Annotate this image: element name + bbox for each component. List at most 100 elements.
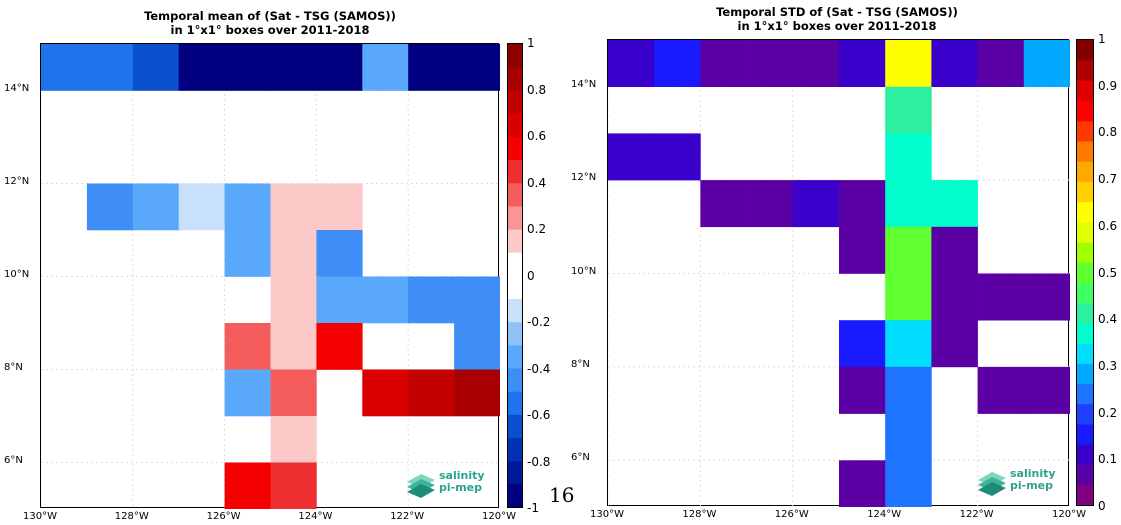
colorbar-swatch bbox=[508, 483, 522, 508]
heatmap-cell bbox=[839, 226, 886, 274]
colorbar-tick-label: 0.7 bbox=[1098, 172, 1118, 187]
heatmap-cell bbox=[885, 460, 932, 507]
heatmap-cell bbox=[654, 40, 701, 87]
colorbar-swatch bbox=[1077, 161, 1093, 182]
heatmap-cell bbox=[700, 180, 747, 228]
colorbar-swatch bbox=[1077, 302, 1093, 324]
colorbar-swatch bbox=[508, 344, 522, 369]
heatmap-cell bbox=[408, 276, 455, 324]
heatmap-cell bbox=[839, 180, 886, 228]
colorbar-swatch bbox=[508, 368, 522, 392]
colorbar-tick-label: 0 bbox=[1098, 499, 1106, 513]
heatmap-cell bbox=[885, 273, 932, 321]
heatmap-cell bbox=[316, 230, 363, 277]
colorbar-swatch bbox=[1077, 424, 1093, 445]
y-tick-label: 6°N bbox=[4, 454, 23, 466]
colorbar-tick-label: -0.2 bbox=[527, 315, 551, 329]
heatmap-cell bbox=[885, 133, 932, 181]
heatmap-cell bbox=[408, 369, 455, 417]
colorbar-swatch bbox=[1077, 464, 1093, 486]
heatmap-cell bbox=[86, 44, 134, 91]
colorbar-tick-label: 0.4 bbox=[1098, 312, 1118, 327]
x-tick-label: 120°W bbox=[1052, 509, 1086, 520]
heatmap-cell bbox=[885, 366, 932, 414]
heatmap-cell bbox=[746, 40, 794, 87]
colorbar-swatch bbox=[508, 182, 522, 207]
colorbar-tick-label: 0.5 bbox=[1098, 265, 1118, 280]
heatmap-cell bbox=[224, 44, 271, 91]
page-number: 16 bbox=[549, 483, 575, 507]
colorbar-swatch bbox=[1077, 141, 1093, 162]
x-tick-label: 124°W bbox=[867, 509, 902, 520]
heatmap-cell bbox=[608, 133, 655, 181]
heatmap-cell bbox=[316, 183, 363, 231]
colorbar-swatch bbox=[1077, 484, 1093, 506]
colorbar-swatch bbox=[1077, 120, 1093, 142]
heatmap-cell bbox=[931, 180, 978, 228]
heatmap-cell bbox=[746, 180, 794, 228]
y-tick-label: 14°N bbox=[4, 82, 30, 94]
heatmap-cell bbox=[839, 460, 886, 507]
colorbar-tick-label: 0.2 bbox=[527, 222, 547, 236]
heatmap-cell bbox=[839, 320, 886, 368]
x-tick-label: 126°W bbox=[206, 511, 241, 522]
heatmap-cell bbox=[224, 369, 271, 417]
colorbar-tick-label: 1 bbox=[527, 36, 535, 50]
heatmap-cell bbox=[316, 323, 363, 370]
colorbar-swatch bbox=[508, 44, 522, 68]
heatmap-cell bbox=[885, 86, 932, 134]
colorbar-swatch bbox=[1077, 403, 1093, 425]
heatmap-cell bbox=[224, 183, 271, 231]
heatmap-cell bbox=[839, 40, 886, 87]
colorbar-swatch bbox=[1077, 363, 1093, 385]
colorbar-swatch bbox=[1077, 181, 1093, 203]
colorbar-tick-label: 0.6 bbox=[1098, 218, 1118, 233]
colorbar-swatch bbox=[508, 275, 522, 300]
heatmap-cell bbox=[654, 133, 701, 181]
heatmap-cell bbox=[885, 180, 932, 228]
heatmap-cell bbox=[931, 320, 978, 368]
heatmap-cell bbox=[316, 276, 363, 324]
right-colorbar bbox=[1076, 39, 1094, 506]
left-title-line1: Temporal mean of (Sat - TSG (SAMOS)) bbox=[144, 9, 396, 23]
heatmap-cell bbox=[224, 462, 271, 509]
logo-mark-icon bbox=[407, 474, 435, 498]
colorbar-svg bbox=[508, 44, 522, 508]
heatmap-cell bbox=[132, 44, 179, 91]
heatmap-svg bbox=[41, 44, 500, 509]
left-colorbar bbox=[507, 43, 523, 508]
logo-mark-icon bbox=[978, 472, 1006, 496]
colorbar-tick-label: -0.4 bbox=[527, 361, 551, 376]
colorbar-swatch bbox=[1077, 201, 1093, 223]
heatmap-cell bbox=[977, 366, 1025, 414]
y-tick-label: 8°N bbox=[571, 358, 590, 370]
x-tick-label: 130°W bbox=[23, 511, 57, 522]
x-tick-label: 122°W bbox=[959, 509, 994, 520]
heatmap-cell bbox=[885, 413, 932, 461]
colorbar-tick-label: 0.9 bbox=[1098, 78, 1118, 93]
colorbar-swatch bbox=[1077, 262, 1093, 284]
heatmap-cell bbox=[270, 276, 317, 324]
colorbar-tick-label: -1 bbox=[527, 501, 539, 515]
colorbar-swatch bbox=[508, 67, 522, 91]
colorbar-swatch bbox=[1077, 221, 1093, 243]
colorbar-swatch bbox=[508, 136, 522, 161]
y-tick-label: 12°N bbox=[4, 175, 30, 187]
y-tick-label: 8°N bbox=[4, 361, 23, 373]
heatmap-cell bbox=[178, 183, 225, 231]
heatmap-svg bbox=[608, 40, 1070, 507]
heatmap-cell bbox=[885, 320, 932, 368]
x-tick-label: 122°W bbox=[390, 511, 425, 522]
left-heatmap-plot bbox=[40, 43, 500, 509]
colorbar-swatch bbox=[1077, 383, 1093, 405]
heatmap-cell bbox=[885, 40, 932, 87]
colorbar-swatch bbox=[1077, 60, 1093, 81]
heatmap-cell bbox=[270, 230, 317, 277]
colorbar-swatch bbox=[1077, 444, 1093, 465]
heatmap-cell bbox=[1023, 366, 1070, 414]
heatmap-cell bbox=[178, 44, 225, 91]
x-tick-label: 128°W bbox=[114, 511, 149, 522]
x-tick-label: 120°W bbox=[482, 511, 516, 522]
colorbar-swatch bbox=[508, 437, 522, 462]
heatmap-cell bbox=[362, 276, 409, 324]
